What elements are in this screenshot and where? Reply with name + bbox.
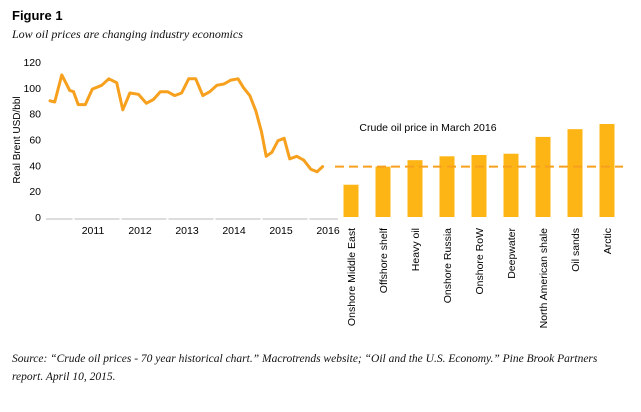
bar: [503, 153, 519, 217]
year-labels: 2011 2012 2013 2014 2015 2016: [82, 225, 340, 237]
year-label: 2015: [269, 225, 293, 237]
price-line: [48, 73, 325, 174]
category-label: Oil sands: [570, 228, 582, 272]
category-label: Onshore RoW: [474, 228, 486, 295]
y-ticks: 0 20 40 60 80 100 120: [23, 57, 41, 224]
source-note: Source: “Crude oil prices - 70 year hist…: [12, 353, 598, 383]
y-tick-label: 120: [23, 57, 41, 69]
y-tick-label: 60: [29, 135, 41, 147]
year-label: 2013: [175, 225, 199, 237]
category-label: Onshore Russia: [442, 228, 454, 303]
category-label: Offshore shelf: [378, 228, 390, 293]
y-tick-label: 20: [29, 186, 41, 198]
bar: [407, 160, 423, 217]
bar: [471, 155, 487, 217]
bar: [343, 184, 359, 217]
bar: [375, 166, 391, 217]
category-label: Arctic: [602, 228, 614, 254]
bar: [535, 136, 551, 217]
figure-label: Figure 1: [12, 8, 63, 23]
year-label: 2016: [316, 225, 340, 237]
year-label: 2012: [128, 225, 152, 237]
year-label: 2011: [82, 225, 105, 237]
year-label: 2014: [222, 225, 246, 237]
bar: [567, 129, 583, 217]
category-label: Heavy oil: [410, 228, 422, 271]
y-axis-label: Real Brent USD/bbl: [12, 96, 23, 183]
category-label: North American shale: [538, 228, 550, 329]
category-labels: Onshore Middle East Offshore shelf Heavy o…: [346, 228, 614, 329]
bar: [439, 156, 455, 217]
reference-line-label: Crude oil price in March 2016: [359, 122, 496, 134]
cost-bars: [343, 124, 615, 217]
bar: [599, 124, 615, 217]
category-label: Onshore Middle East: [346, 228, 358, 326]
y-tick-label: 0: [35, 212, 41, 224]
figure-subtitle: Low oil prices are changing industry eco…: [12, 27, 243, 41]
y-tick-label: 40: [29, 160, 41, 172]
y-tick-label: 80: [29, 109, 41, 121]
x-axis: [46, 218, 338, 220]
category-label: Deepwater: [506, 228, 518, 279]
y-tick-label: 100: [23, 83, 41, 95]
